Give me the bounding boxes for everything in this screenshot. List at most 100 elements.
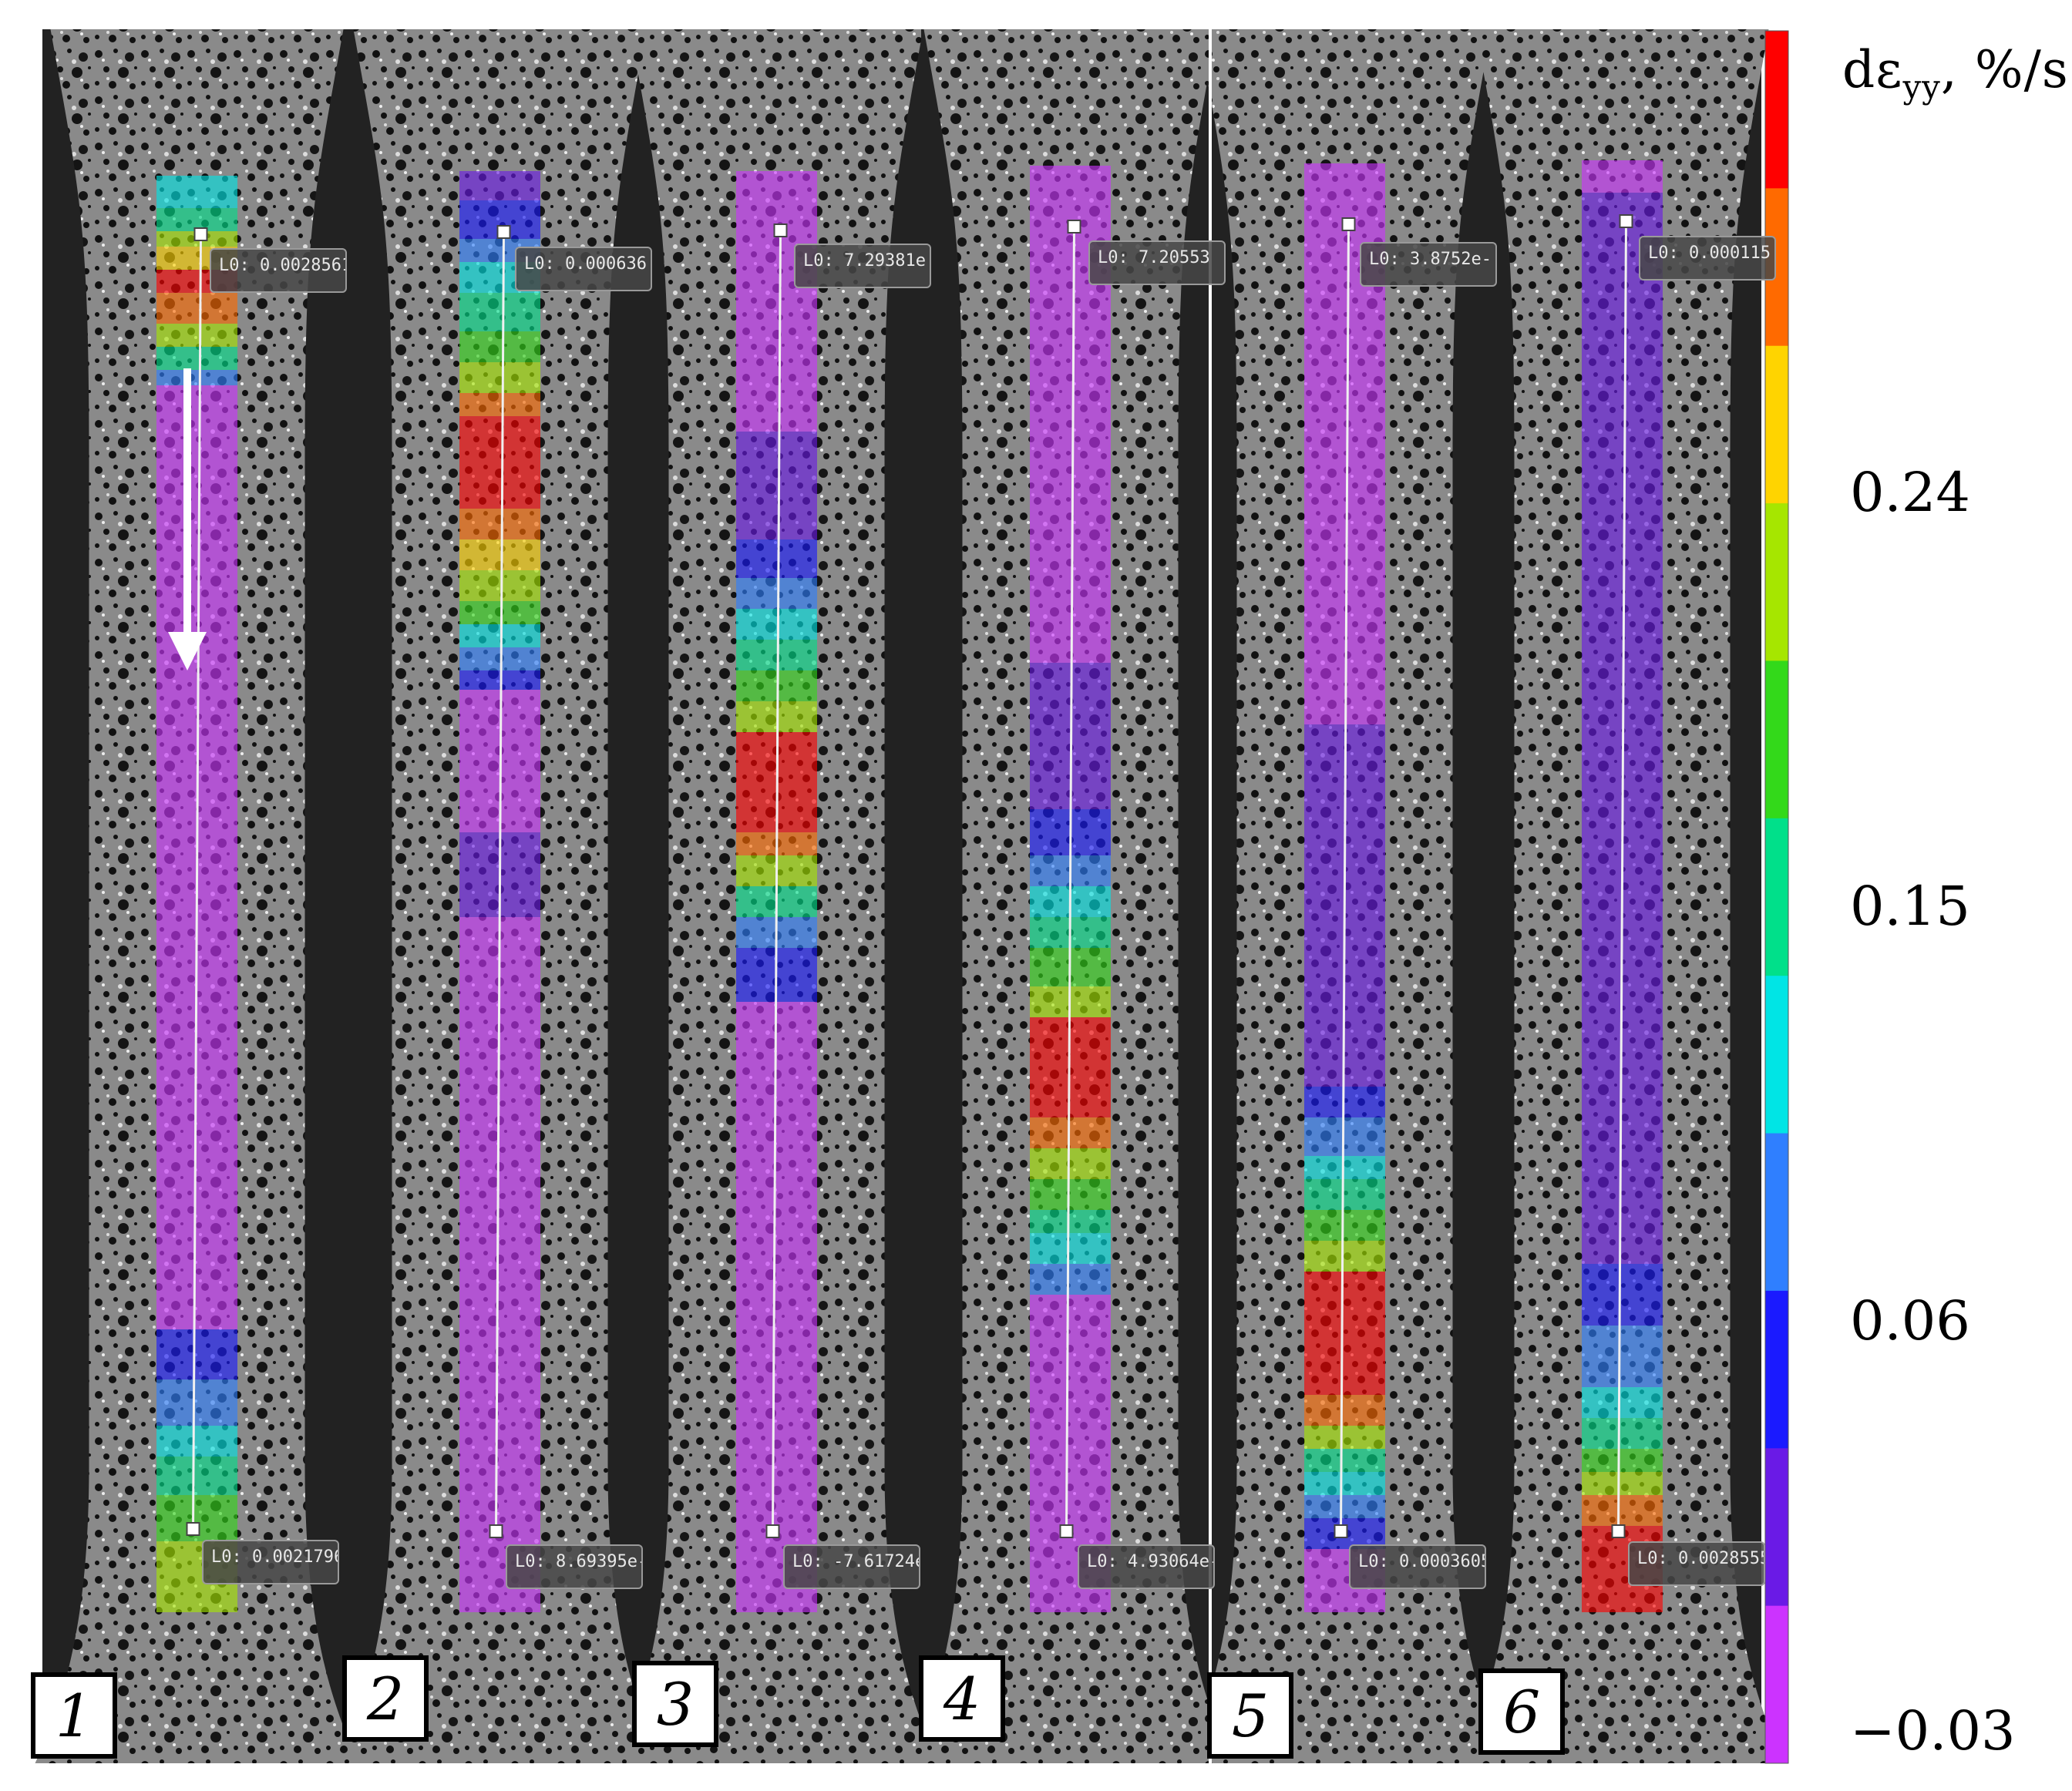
gauge-marker-top [1341, 217, 1356, 231]
strain-band [1582, 1472, 1663, 1495]
strain-band [156, 1457, 237, 1495]
strain-band [459, 362, 540, 393]
strain-band [459, 670, 540, 690]
gauge-top-tag: L0: 3.8752e- [1360, 242, 1497, 287]
color-scale-title: dεyy, %/s [1842, 40, 2069, 106]
scale-tick-label: 0.15 [1850, 875, 1970, 938]
strain-band [1304, 1426, 1385, 1449]
strain-band [1304, 1179, 1385, 1210]
gauge-marker-bottom [489, 1524, 503, 1538]
gauge-marker-bottom [765, 1524, 780, 1538]
strain-band [459, 171, 540, 200]
strain-band [736, 1002, 817, 1612]
strain-band [1030, 1264, 1111, 1295]
strain-band [459, 624, 540, 647]
gauge-marker-top [193, 227, 208, 241]
specimen-frame [1460, 29, 1784, 1763]
gauge-marker-bottom [1059, 1524, 1074, 1538]
strain-band [1582, 1449, 1663, 1472]
frame-label: 6 [1478, 1668, 1565, 1755]
strain-band [156, 347, 237, 370]
specimen-frame [614, 29, 939, 1763]
frame-label: 5 [1207, 1672, 1293, 1759]
strain-band [1304, 1395, 1385, 1426]
strain-band [1030, 1117, 1111, 1148]
strain-band [1582, 1495, 1663, 1526]
frame-label: 1 [31, 1672, 117, 1759]
strain-band [736, 432, 817, 539]
gauge-marker-bottom [1334, 1524, 1348, 1538]
strain-band [156, 1379, 237, 1426]
specimen-frame [908, 29, 1233, 1763]
color-scale-segment [1765, 818, 1788, 976]
frame-label: 4 [919, 1655, 1005, 1742]
color-scale-segment [1765, 345, 1788, 504]
specimen-frame [1182, 29, 1507, 1763]
strain-band [459, 539, 540, 570]
color-scale-segment [1765, 660, 1788, 819]
gauge-bottom-tag: L0: 0.0003605 [1349, 1544, 1486, 1589]
gauge-bottom-tag: L0: 8.69395e- [506, 1544, 643, 1589]
gauge-line [1340, 224, 1350, 1533]
strain-band [459, 570, 540, 601]
gauge-top-tag: L0: 0.000115 [1639, 236, 1776, 281]
gauge-marker-top [496, 225, 511, 239]
specimen-frame [338, 29, 662, 1763]
strain-band [736, 578, 817, 609]
strain-band [1030, 1148, 1111, 1179]
gauge-line [772, 230, 782, 1533]
gauge-bottom-tag: L0: 0.00217963 [202, 1540, 339, 1584]
strain-band [1582, 1264, 1663, 1326]
strain-band [156, 1329, 237, 1379]
strain-band [1304, 1156, 1385, 1179]
scale-tick-label: 0.24 [1850, 461, 1970, 524]
strain-band [1304, 1241, 1385, 1272]
strain-band [1030, 1179, 1111, 1210]
gauge-top-tag: L0: 7.29381e [794, 244, 931, 288]
color-scale-segment [1765, 503, 1788, 661]
strain-band [736, 171, 817, 432]
strain-band [459, 293, 540, 331]
strain-band [1030, 1210, 1111, 1233]
strain-band [459, 647, 540, 670]
strain-band [459, 601, 540, 624]
color-scale-segment [1765, 976, 1788, 1134]
gauge-marker-bottom [1611, 1524, 1626, 1538]
strain-band [736, 640, 817, 670]
strain-band [1582, 1418, 1663, 1449]
frame-label: 3 [632, 1661, 718, 1747]
gauge-marker-bottom [186, 1522, 200, 1536]
color-scale-segment [1765, 1448, 1788, 1607]
strain-band [1304, 1272, 1385, 1395]
scale-tick-label: −0.03 [1850, 1699, 2016, 1762]
gauge-top-tag: L0: 0.00285615 [210, 248, 347, 293]
strain-band [1304, 1495, 1385, 1518]
strain-band [1582, 1326, 1663, 1387]
color-scale-segment [1765, 1605, 1788, 1764]
scale-tick-label: 0.06 [1850, 1289, 1970, 1352]
strain-band [1304, 1210, 1385, 1241]
gauge-bottom-tag: L0: 4.93064e- [1078, 1544, 1215, 1589]
strain-band [156, 324, 237, 347]
strain-band [156, 370, 237, 385]
gauge-line [1617, 221, 1627, 1533]
gauge-line [495, 232, 505, 1533]
gauge-top-tag: L0: 7.20553 [1088, 240, 1226, 285]
gauge-marker-top [1619, 214, 1633, 228]
strain-band [1030, 1233, 1111, 1264]
strain-band [459, 416, 540, 509]
gauge-bottom-tag: L0: 0.0028555 [1628, 1541, 1765, 1586]
strain-band [736, 609, 817, 640]
strain-band [156, 1426, 237, 1457]
color-scale-outline [1764, 30, 1789, 1764]
gauge-line [1065, 227, 1075, 1533]
strain-band [156, 293, 237, 324]
gauge-line [192, 234, 202, 1531]
frame-label: 2 [342, 1655, 429, 1742]
strain-band [459, 393, 540, 416]
strain-band [1582, 1387, 1663, 1418]
strain-band [736, 539, 817, 578]
color-scale-bar [1764, 30, 1789, 1764]
